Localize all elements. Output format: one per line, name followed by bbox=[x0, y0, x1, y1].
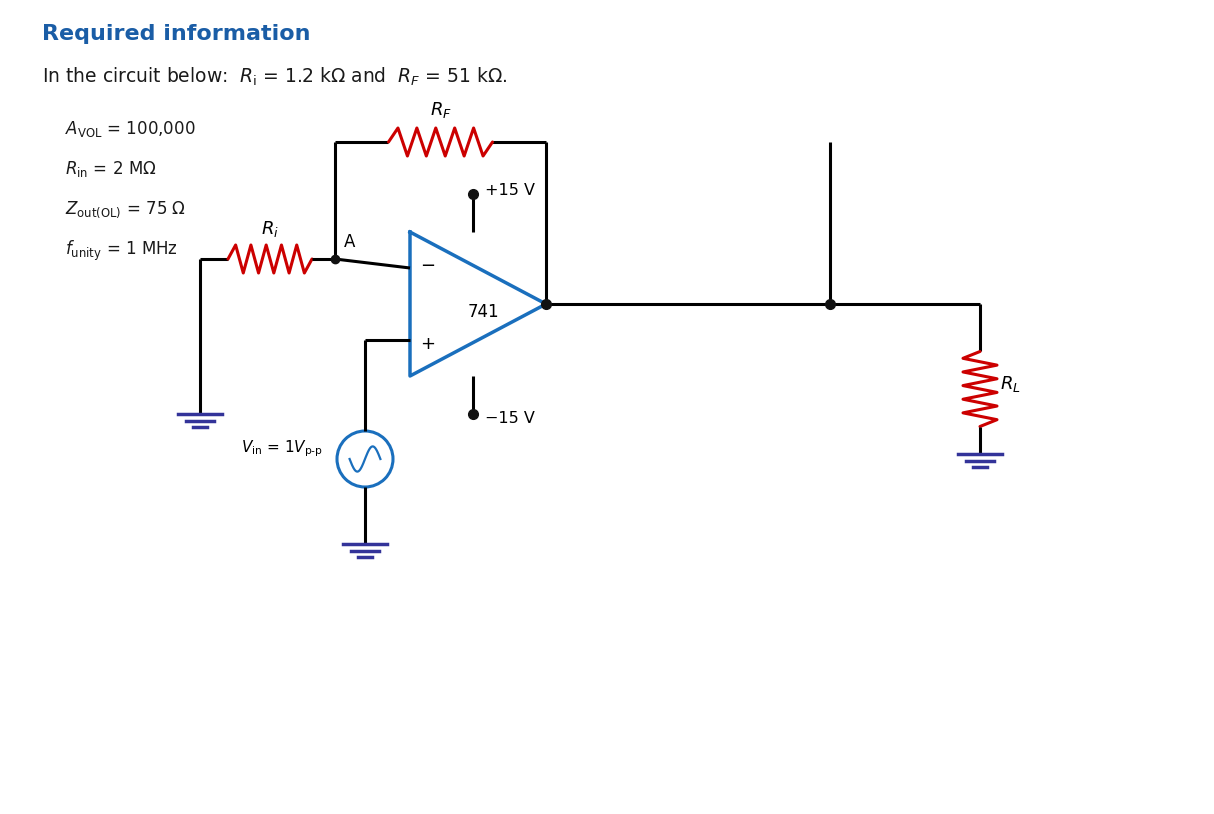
Text: $R_i$: $R_i$ bbox=[261, 219, 279, 239]
Text: Required information: Required information bbox=[42, 24, 311, 44]
Text: $+$: $+$ bbox=[420, 335, 435, 353]
Text: 741: 741 bbox=[467, 303, 499, 321]
Text: $R_L$: $R_L$ bbox=[1000, 374, 1021, 394]
Text: $R_\mathrm{in}$ = 2 MΩ: $R_\mathrm{in}$ = 2 MΩ bbox=[66, 159, 157, 179]
Text: $f_\mathrm{unity}$ = 1 MHz: $f_\mathrm{unity}$ = 1 MHz bbox=[66, 239, 178, 263]
Text: −15 V: −15 V bbox=[486, 410, 535, 426]
Text: $Z_\mathrm{out(OL)}$ = 75 Ω: $Z_\mathrm{out(OL)}$ = 75 Ω bbox=[66, 199, 186, 220]
Text: +15 V: +15 V bbox=[486, 182, 535, 198]
Text: $V_{\mathrm{in}}$ = 1$V_{\mathrm{p\text{-}p}}$: $V_{\mathrm{in}}$ = 1$V_{\mathrm{p\text{… bbox=[240, 439, 323, 459]
Text: $A_\mathrm{VOL}$ = 100,000: $A_\mathrm{VOL}$ = 100,000 bbox=[66, 119, 195, 139]
Text: A: A bbox=[344, 233, 356, 251]
Text: In the circuit below:  $R_\mathrm{i}$ = 1.2 kΩ and  $R_F$ = 51 kΩ.: In the circuit below: $R_\mathrm{i}$ = 1… bbox=[42, 66, 507, 88]
Text: $-$: $-$ bbox=[420, 255, 435, 273]
Text: $R_F$: $R_F$ bbox=[430, 100, 452, 120]
